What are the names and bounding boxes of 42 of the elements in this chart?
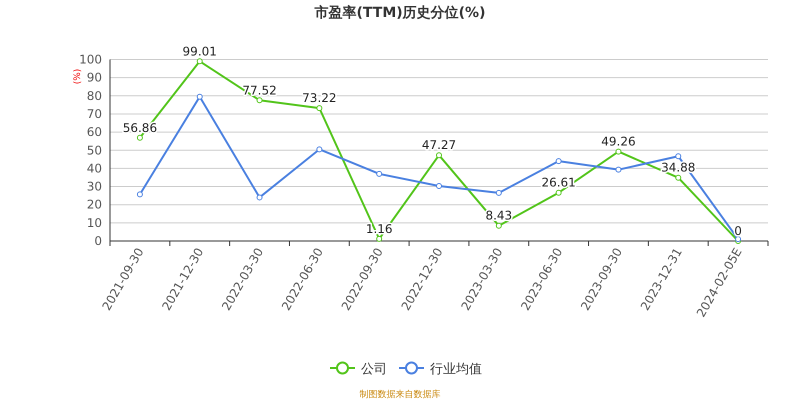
y-tick-label: 50 — [86, 143, 102, 158]
text: 0 — [734, 224, 742, 238]
y-tick-label: 40 — [86, 161, 102, 176]
y-tick-label: 90 — [86, 70, 102, 85]
point — [136, 134, 143, 141]
point — [496, 190, 502, 196]
text: 制图数据来自数据库 — [360, 389, 440, 400]
point — [256, 194, 263, 200]
y-tick-label: 80 — [86, 88, 102, 103]
text: 77.52 — [242, 83, 277, 98]
y-tick-label: 20 — [86, 198, 102, 212]
y-tick-label: 30 — [86, 180, 102, 194]
point — [615, 148, 622, 155]
point — [675, 153, 682, 160]
point — [496, 222, 502, 229]
point — [316, 146, 322, 152]
legend-label: 行业均值 — [430, 362, 482, 377]
point — [196, 94, 203, 100]
chart-title: 市盈率(TTM)历史分位(%) — [314, 4, 486, 21]
point — [136, 191, 143, 198]
text: 73.22 — [302, 91, 337, 106]
point — [615, 166, 622, 173]
y-tick-label: 100 — [79, 52, 102, 66]
point — [436, 152, 442, 158]
point — [196, 58, 203, 64]
y-tick-label: 10 — [86, 216, 102, 230]
legend-label: 公司 — [361, 362, 387, 377]
y-tick-label: 60 — [86, 125, 102, 140]
point — [376, 170, 382, 177]
text: 99.01 — [182, 44, 217, 58]
y-tick-label: 70 — [86, 106, 102, 121]
point — [436, 183, 442, 190]
point — [556, 190, 562, 196]
point — [675, 174, 682, 181]
point — [376, 236, 382, 242]
point — [316, 105, 322, 112]
text: 49.26 — [601, 134, 636, 149]
y-tick-label: 0 — [94, 234, 102, 248]
text: 47.27 — [422, 138, 456, 152]
point — [256, 97, 263, 104]
point — [556, 158, 562, 164]
y-axis-title: (%) — [73, 68, 83, 84]
